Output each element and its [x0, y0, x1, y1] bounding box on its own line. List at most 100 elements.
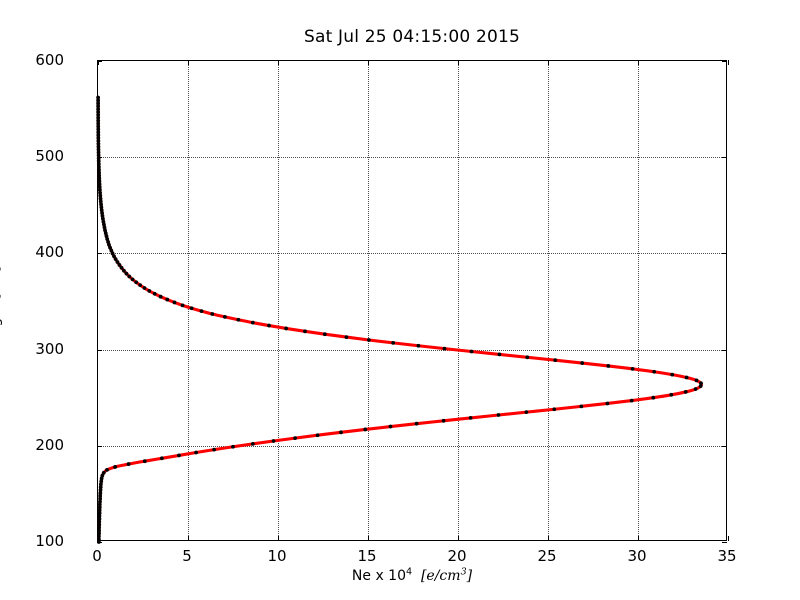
- data-point-marker: [271, 439, 276, 443]
- data-point-marker: [525, 355, 530, 360]
- data-point-marker: [97, 505, 102, 510]
- data-point-marker: [96, 141, 101, 146]
- data-point-marker: [113, 465, 117, 469]
- x-axis-tick-top: [638, 60, 639, 65]
- data-point-marker: [160, 456, 164, 461]
- data-point-marker: [96, 138, 101, 143]
- data-point-marker: [105, 467, 109, 472]
- y-axis-tick-right: [722, 542, 727, 543]
- data-point-marker: [96, 153, 101, 158]
- data-point-marker: [112, 254, 116, 259]
- data-point-marker: [142, 459, 147, 464]
- data-point-marker: [194, 450, 198, 455]
- data-point-marker: [97, 525, 101, 530]
- data-point-marker: [96, 133, 101, 137]
- data-point-marker: [97, 173, 102, 178]
- data-point-marker: [97, 508, 102, 513]
- data-point-marker: [97, 167, 101, 172]
- x-axis-label-exponent: 4: [406, 566, 413, 578]
- data-point-marker: [96, 127, 101, 132]
- y-axis-tick: [97, 349, 102, 351]
- data-point-marker: [97, 511, 102, 516]
- data-point-marker: [98, 190, 102, 195]
- data-point-marker: [142, 286, 147, 290]
- data-point-marker: [126, 462, 131, 466]
- data-point-marker: [101, 219, 106, 224]
- data-point-marker: [134, 280, 139, 285]
- data-point-marker: [698, 384, 703, 389]
- series-line-electron-density: [96, 96, 703, 544]
- data-point-marker: [189, 306, 194, 311]
- data-point-marker: [98, 193, 103, 198]
- data-point-marker: [117, 263, 122, 267]
- data-point-marker: [96, 162, 101, 166]
- data-point-marker: [96, 136, 101, 140]
- x-axis-tick-top: [458, 60, 459, 65]
- data-point-marker: [147, 289, 152, 293]
- data-point-marker: [96, 107, 101, 111]
- data-point-marker: [684, 375, 689, 380]
- x-axis-label-units: [e/cm: [420, 568, 461, 584]
- data-point-marker: [99, 202, 103, 207]
- data-point-marker: [98, 199, 103, 204]
- data-point-marker: [158, 294, 163, 299]
- data-point-marker: [124, 271, 129, 276]
- data-point-marker: [130, 277, 135, 282]
- data-point-marker: [109, 248, 114, 253]
- data-point-marker: [97, 188, 102, 192]
- data-point-marker: [683, 390, 688, 394]
- x-axis-tick: [188, 536, 189, 541]
- x-axis-ticklabel: 25: [537, 547, 557, 565]
- data-point-marker: [96, 130, 101, 135]
- data-point-marker: [669, 392, 674, 397]
- data-point-marker: [97, 517, 102, 521]
- data-point-marker: [99, 208, 104, 213]
- data-point-marker: [303, 329, 307, 334]
- data-point-marker: [629, 398, 634, 403]
- data-point-marker: [630, 366, 635, 371]
- x-axis-ticklabel: 15: [357, 547, 377, 565]
- data-point-marker: [104, 234, 109, 238]
- data-point-marker: [553, 358, 558, 363]
- y-axis-tick: [97, 445, 102, 447]
- data-point-marker: [367, 338, 371, 342]
- data-point-marker: [344, 335, 349, 339]
- x-axis-tick-top: [98, 60, 99, 65]
- data-point-marker: [96, 95, 100, 100]
- data-point-marker: [97, 522, 102, 527]
- data-point-marker: [98, 485, 103, 490]
- data-point-marker: [580, 361, 585, 365]
- y-axis-ticklabel: 500: [35, 147, 64, 166]
- data-point-marker: [180, 303, 185, 308]
- data-point-marker: [96, 110, 101, 114]
- data-point-marker: [96, 147, 101, 152]
- data-point-marker: [652, 369, 657, 374]
- data-point-marker: [110, 251, 115, 256]
- data-point-marker: [101, 216, 105, 221]
- x-axis-ticklabel: 5: [182, 547, 192, 565]
- data-point-marker: [693, 387, 698, 391]
- data-point-marker: [339, 430, 343, 435]
- data-point-marker: [605, 401, 610, 406]
- data-point-marker: [497, 352, 502, 357]
- x-axis-tick: [638, 536, 639, 541]
- x-axis-ticklabel: 20: [447, 547, 467, 565]
- data-point-marker: [670, 372, 675, 377]
- y-axis-tick: [97, 253, 102, 255]
- data-point-marker: [98, 482, 103, 487]
- x-axis-tick-top: [188, 60, 189, 65]
- data-point-marker: [267, 323, 271, 328]
- data-point-marker: [97, 537, 101, 542]
- data-point-marker: [101, 470, 106, 475]
- x-axis-tick-top: [368, 60, 369, 65]
- y-axis-tick-right: [722, 157, 727, 159]
- y-axis-tick: [97, 61, 102, 62]
- data-point-marker: [177, 453, 181, 458]
- data-point-marker: [236, 317, 241, 322]
- y-axis-ticklabel: 600: [35, 51, 64, 69]
- data-point-marker: [96, 164, 101, 169]
- x-axis-tick: [548, 536, 549, 541]
- y-axis-label: Height [km]: [0, 248, 3, 368]
- x-axis-tick: [458, 536, 459, 541]
- data-point-marker: [388, 424, 393, 429]
